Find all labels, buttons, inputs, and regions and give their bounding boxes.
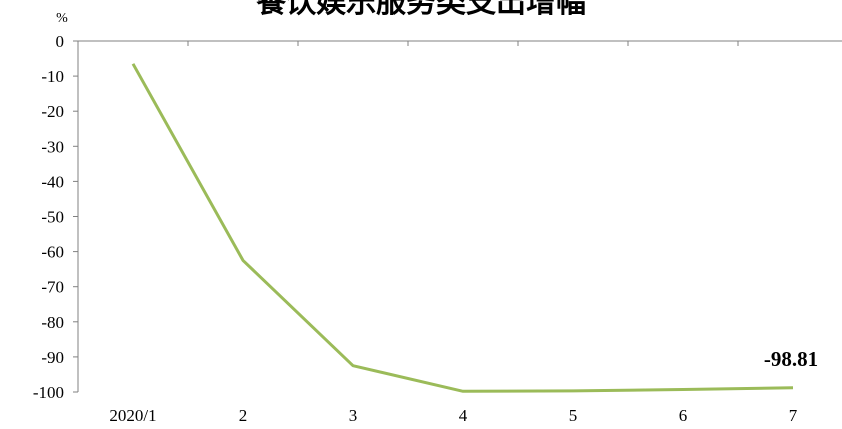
axes (73, 40, 842, 393)
y-tick-label: -90 (41, 348, 64, 367)
y-tick-label: -80 (41, 313, 64, 332)
x-tick-labels: 2020/1 2 3 4 5 6 7 (109, 406, 797, 425)
y-tick-label: -70 (41, 278, 64, 297)
series-line (131, 63, 794, 393)
x-tick-label: 2020/1 (109, 406, 156, 425)
y-tick-label: -60 (41, 243, 64, 262)
y-tick-label: -100 (33, 383, 64, 402)
y-tick-label: -50 (41, 208, 64, 227)
x-tick-label: 5 (569, 406, 578, 425)
y-unit-label: % (56, 11, 68, 26)
x-tick-label: 2 (239, 406, 248, 425)
y-tick-label: -10 (41, 67, 64, 86)
x-tick-label: 7 (789, 406, 798, 425)
x-tick-label: 4 (459, 406, 468, 425)
x-tick-label: 3 (349, 406, 358, 425)
y-tick-label: 0 (56, 32, 65, 51)
y-tick-label: -30 (41, 137, 64, 156)
series-layer (131, 63, 794, 393)
x-tick-label: 6 (679, 406, 688, 425)
y-tick-label: -40 (41, 172, 64, 191)
y-tick-labels: 0 -10 -20 -30 -40 -50 -60 -70 -80 -90 -100 (33, 32, 64, 402)
y-tick-label: -20 (41, 102, 64, 121)
end-data-label: -98.81 (764, 347, 818, 371)
chart-title: 餐饮娱乐服务类支出增幅 (256, 0, 586, 20)
